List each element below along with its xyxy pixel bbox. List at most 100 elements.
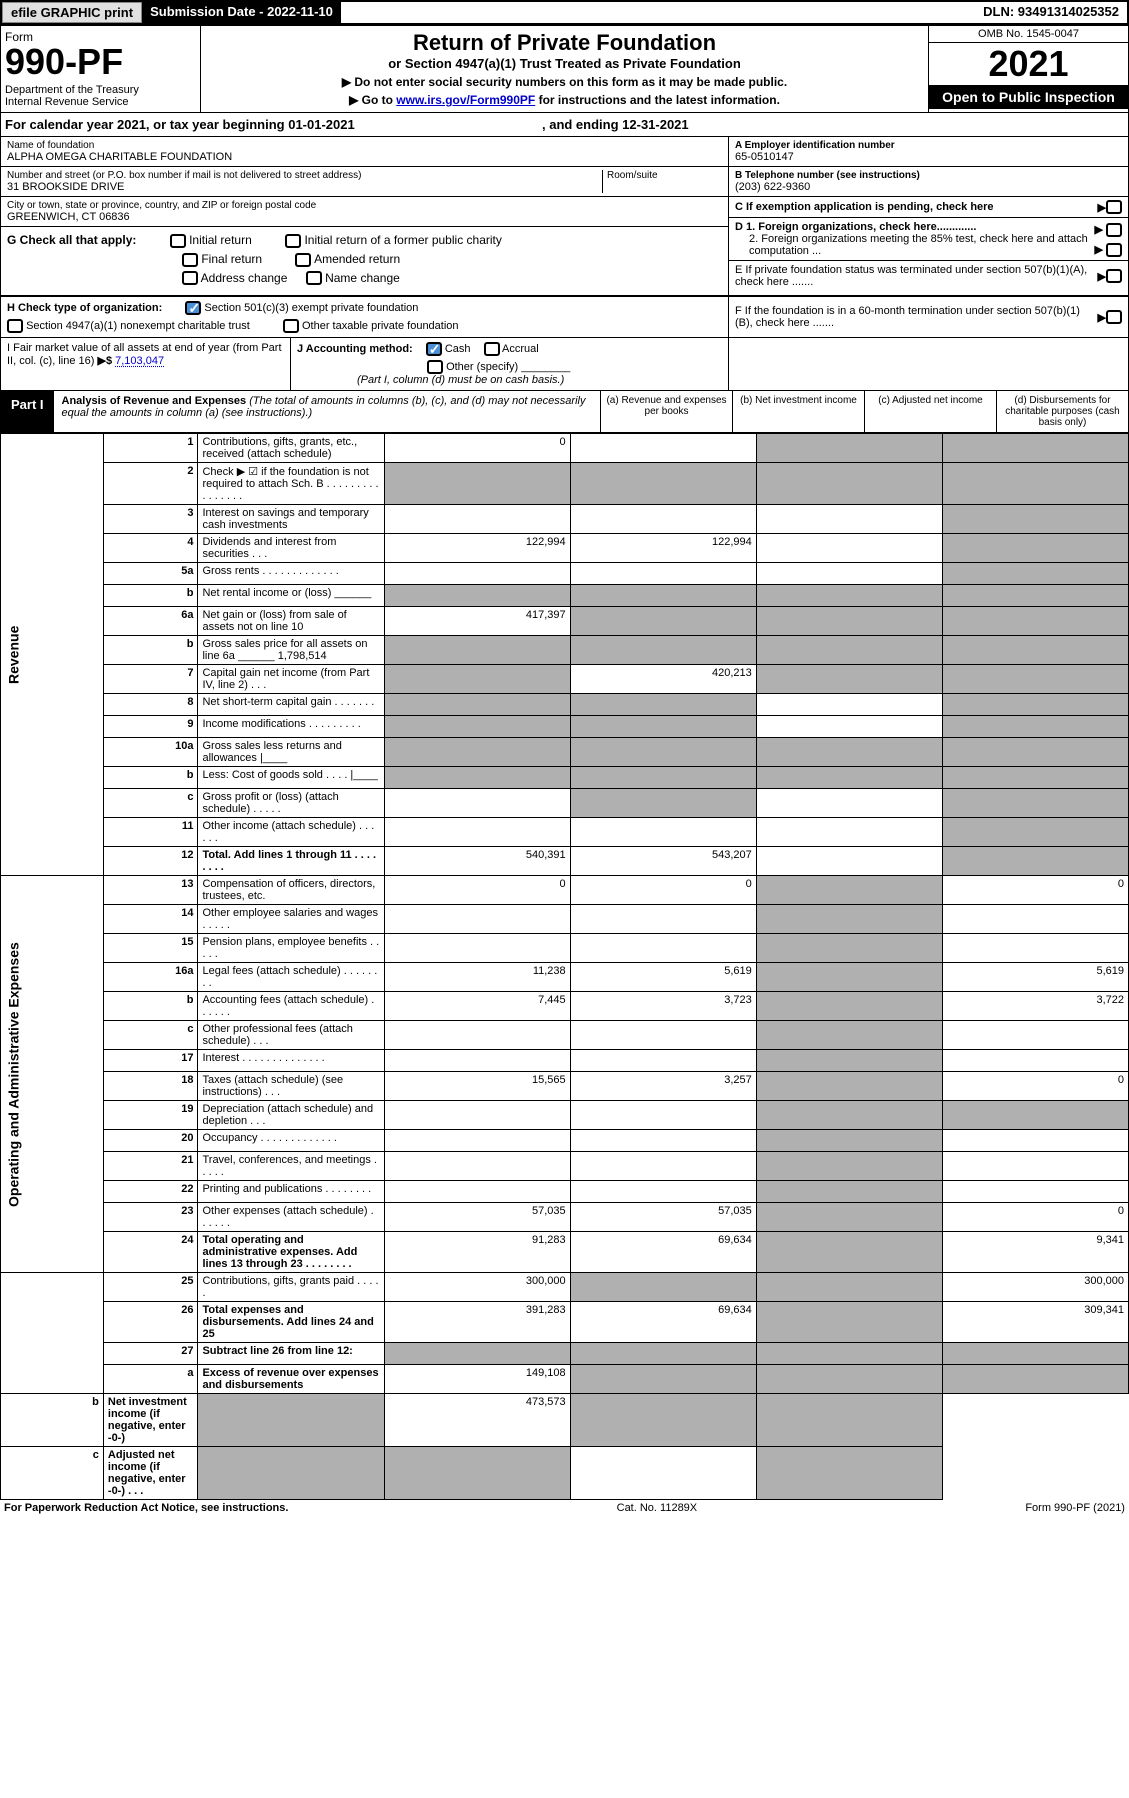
- line-number: 13: [103, 876, 198, 905]
- cell-value: [756, 963, 942, 992]
- cell-value: 69,634: [570, 1302, 756, 1343]
- form-header: Form 990-PF Department of the Treasury I…: [0, 25, 1129, 113]
- cell-value: [384, 1050, 570, 1072]
- form-title: Return of Private Foundation: [205, 30, 924, 56]
- cell-value: [756, 1394, 942, 1447]
- cell-value: [756, 767, 942, 789]
- line-description: Contributions, gifts, grants paid . . . …: [198, 1273, 384, 1302]
- cell-value: 5,619: [942, 963, 1128, 992]
- cell-value: [756, 934, 942, 963]
- line-description: Net short-term capital gain . . . . . . …: [198, 694, 384, 716]
- cell-value: [756, 1343, 942, 1365]
- line-description: Depreciation (attach schedule) and deple…: [198, 1101, 384, 1130]
- line-number: 19: [103, 1101, 198, 1130]
- section-d1: D 1. Foreign organizations, check here..…: [735, 221, 976, 233]
- open-to-public: Open to Public Inspection: [929, 85, 1128, 109]
- cell-value: [384, 789, 570, 818]
- part1-label: Part I: [1, 391, 54, 432]
- other-method-checkbox[interactable]: [427, 360, 443, 374]
- foreign-org-checkbox[interactable]: [1106, 223, 1122, 237]
- instructions-link[interactable]: www.irs.gov/Form990PF: [396, 93, 535, 107]
- line-description: Income modifications . . . . . . . . .: [198, 716, 384, 738]
- line-description: Accounting fees (attach schedule) . . . …: [198, 992, 384, 1021]
- cell-value: [384, 1130, 570, 1152]
- opex-side-label: Operating and Administrative Expenses: [1, 876, 104, 1273]
- ein-label: A Employer identification number: [735, 140, 1122, 151]
- cell-value: [756, 789, 942, 818]
- dln-number: DLN: 93491314025352: [975, 2, 1127, 23]
- cell-value: 149,108: [384, 1365, 570, 1394]
- cell-value: 69,634: [570, 1232, 756, 1273]
- cell-value: [756, 1203, 942, 1232]
- cell-value: [942, 767, 1128, 789]
- address-change-checkbox[interactable]: [182, 271, 198, 285]
- foreign-85-checkbox[interactable]: [1106, 243, 1122, 257]
- cell-value: [756, 1072, 942, 1101]
- line-description: Other income (attach schedule) . . . . .…: [198, 818, 384, 847]
- cell-value: [384, 563, 570, 585]
- line-description: Gross sales price for all assets on line…: [198, 636, 384, 665]
- cell-value: [756, 876, 942, 905]
- line-number: 24: [103, 1232, 198, 1273]
- cell-value: 0: [570, 876, 756, 905]
- 4947a1-checkbox[interactable]: [7, 319, 23, 333]
- calendar-year-row: For calendar year 2021, or tax year begi…: [0, 113, 1129, 137]
- cell-value: [756, 738, 942, 767]
- line-number: 4: [103, 534, 198, 563]
- line-number: 7: [103, 665, 198, 694]
- cell-value: 91,283: [384, 1232, 570, 1273]
- phone-label: B Telephone number (see instructions): [735, 170, 1122, 181]
- line-number: 23: [103, 1203, 198, 1232]
- cell-value: [570, 789, 756, 818]
- final-return-checkbox[interactable]: [182, 253, 198, 267]
- cell-value: [384, 636, 570, 665]
- cell-value: 5,619: [570, 963, 756, 992]
- cell-value: [570, 1365, 756, 1394]
- fmv-assets-value[interactable]: 7,103,047: [115, 355, 164, 367]
- cell-value: [942, 1343, 1128, 1365]
- amended-return-checkbox[interactable]: [295, 253, 311, 267]
- cell-value: 122,994: [384, 534, 570, 563]
- cell-value: [570, 1021, 756, 1050]
- cell-value: [570, 1050, 756, 1072]
- cash-basis-note: (Part I, column (d) must be on cash basi…: [357, 374, 722, 386]
- cell-value: [756, 847, 942, 876]
- cell-value: 15,565: [384, 1072, 570, 1101]
- section-f: F If the foundation is in a 60-month ter…: [735, 305, 1098, 329]
- cell-value: 57,035: [570, 1203, 756, 1232]
- line-number: 26: [103, 1302, 198, 1343]
- omb-number: OMB No. 1545-0047: [929, 26, 1128, 43]
- cash-method-checkbox[interactable]: [426, 342, 442, 356]
- line-description: Check ▶ ☑ if the foundation is not requi…: [198, 463, 384, 505]
- cell-value: [570, 563, 756, 585]
- cell-value: [942, 1152, 1128, 1181]
- other-taxable-checkbox[interactable]: [283, 319, 299, 333]
- line-number: b: [103, 636, 198, 665]
- line-description: Other expenses (attach schedule) . . . .…: [198, 1203, 384, 1232]
- tax-year: 2021: [929, 43, 1128, 85]
- cell-value: 300,000: [384, 1273, 570, 1302]
- cell-value: 300,000: [942, 1273, 1128, 1302]
- initial-return-checkbox[interactable]: [170, 234, 186, 248]
- 501c3-checkbox[interactable]: [185, 301, 201, 315]
- line-number: 3: [103, 505, 198, 534]
- initial-former-checkbox[interactable]: [285, 234, 301, 248]
- status-terminated-checkbox[interactable]: [1106, 269, 1122, 283]
- line-number: 22: [103, 1181, 198, 1203]
- cell-value: [198, 1447, 384, 1500]
- exemption-pending-checkbox[interactable]: [1106, 200, 1122, 214]
- 60month-checkbox[interactable]: [1106, 310, 1122, 324]
- line-description: Pension plans, employee benefits . . . .…: [198, 934, 384, 963]
- cell-value: [384, 934, 570, 963]
- cell-value: [942, 534, 1128, 563]
- name-change-checkbox[interactable]: [306, 271, 322, 285]
- line-number: 9: [103, 716, 198, 738]
- cell-value: [756, 463, 942, 505]
- efile-print-button[interactable]: efile GRAPHIC print: [2, 2, 142, 23]
- cell-value: [756, 1232, 942, 1273]
- accrual-method-checkbox[interactable]: [484, 342, 500, 356]
- revenue-side-label: Revenue: [1, 434, 104, 876]
- cell-value: [942, 434, 1128, 463]
- cell-value: [756, 1273, 942, 1302]
- cell-value: [756, 563, 942, 585]
